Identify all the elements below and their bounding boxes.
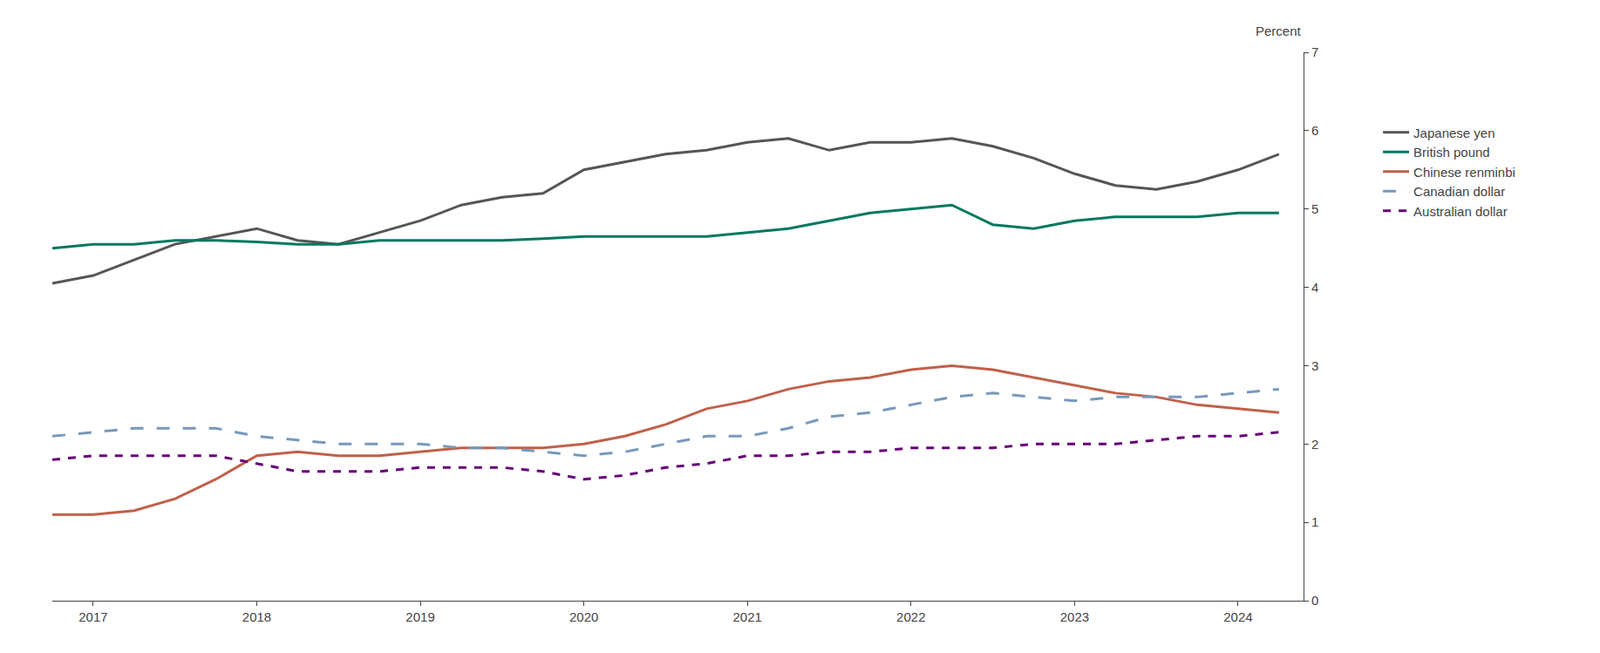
- svg-text:7: 7: [1311, 44, 1319, 60]
- svg-text:2: 2: [1311, 436, 1319, 452]
- svg-text:2019: 2019: [405, 609, 435, 625]
- svg-text:5: 5: [1311, 201, 1319, 217]
- svg-text:Canadian dollar: Canadian dollar: [1413, 183, 1505, 199]
- svg-text:2020: 2020: [569, 609, 599, 625]
- svg-text:Australian dollar: Australian dollar: [1413, 204, 1508, 219]
- svg-text:2018: 2018: [242, 609, 272, 625]
- svg-text:2021: 2021: [733, 609, 763, 625]
- svg-text:0: 0: [1311, 592, 1319, 608]
- svg-text:British pound: British pound: [1413, 144, 1491, 160]
- svg-text:2017: 2017: [78, 609, 108, 625]
- svg-text:Chinese renminbi: Chinese renminbi: [1413, 164, 1516, 180]
- svg-text:Percent: Percent: [1255, 23, 1302, 39]
- svg-text:1: 1: [1311, 514, 1319, 530]
- svg-text:2022: 2022: [896, 609, 926, 625]
- svg-text:Japanese yen: Japanese yen: [1413, 125, 1495, 141]
- svg-text:2023: 2023: [1060, 609, 1090, 625]
- svg-text:3: 3: [1311, 358, 1319, 374]
- svg-text:4: 4: [1311, 279, 1319, 295]
- svg-text:2024: 2024: [1223, 609, 1253, 625]
- svg-text:6: 6: [1311, 122, 1319, 138]
